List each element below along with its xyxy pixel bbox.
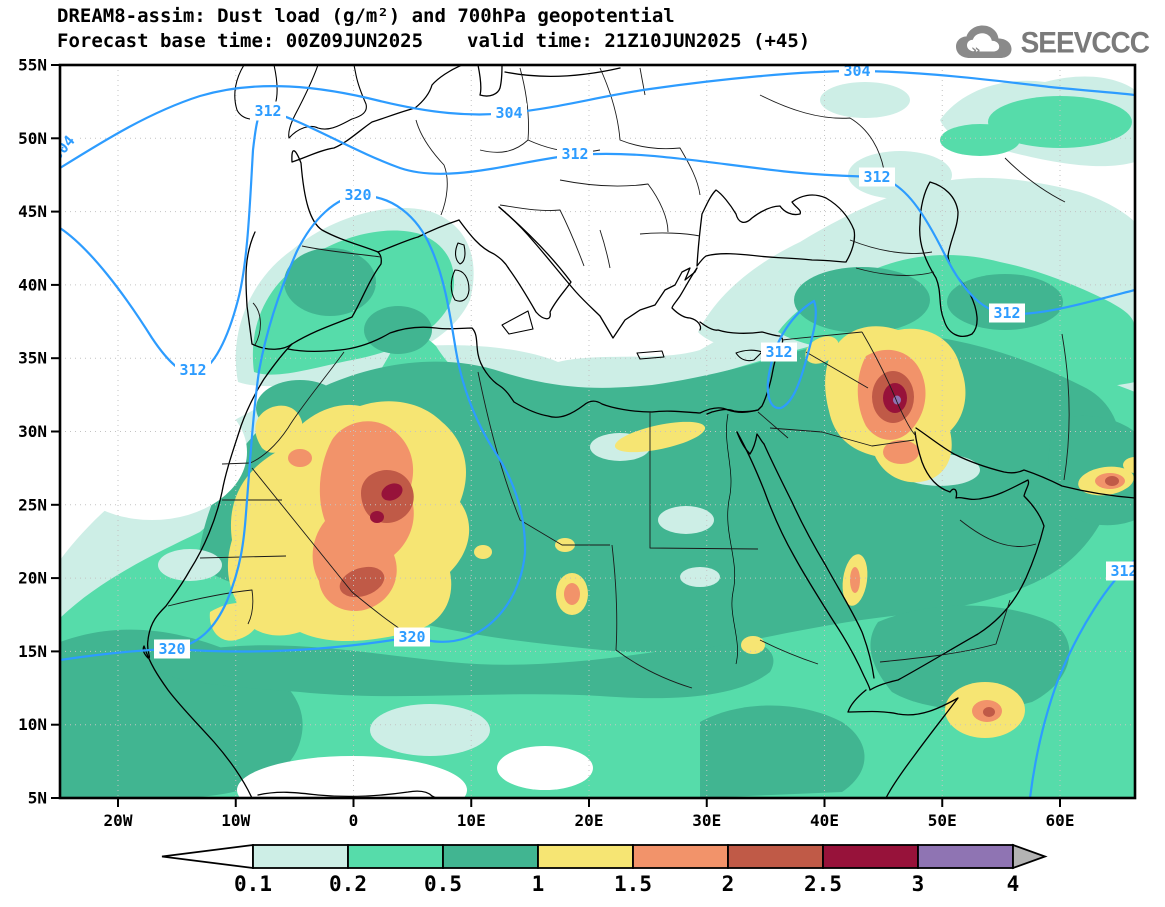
colorbar-right-arrow <box>1012 843 1048 870</box>
contour-label-text: 312 <box>254 102 281 120</box>
colorbar-tick-label: 0.1 <box>234 872 272 896</box>
lon-tick-label: 10W <box>221 811 250 830</box>
contour-label: 304 <box>60 128 82 168</box>
colorbar-segment <box>537 844 634 869</box>
title-block: DREAM8-assim: Dust load (g/m²) and 700hP… <box>57 4 810 54</box>
contour-label: 312 <box>557 144 593 164</box>
lat-tick-label: 40N <box>18 275 47 294</box>
contour-label-bg <box>60 128 82 168</box>
contour-label: 312 <box>989 303 1025 323</box>
colorbar-tick-label: 2 <box>722 872 735 896</box>
lat-tick-label: 5N <box>28 789 47 808</box>
contour-label: 312 <box>859 167 895 187</box>
colorbar-tick-label: 4 <box>1007 872 1020 896</box>
contour-label-text: 312 <box>561 145 588 163</box>
contour-label: 320 <box>154 639 190 659</box>
lat-tick-label: 55N <box>18 56 47 75</box>
contour-label-bg <box>761 342 797 362</box>
contour-label-bg <box>1106 561 1135 581</box>
dust-shading-15 <box>288 349 1125 722</box>
graticule <box>60 65 1135 798</box>
contour-label: 320 <box>340 185 376 205</box>
coastlines <box>142 65 1135 798</box>
contour-label-bg <box>175 360 211 380</box>
forecast-base-time: Forecast base time: 00Z09JUN2025 <box>57 30 424 52</box>
lon-tick-label: 10E <box>457 811 486 830</box>
colorbar-tick-label: 3 <box>912 872 925 896</box>
lat-tick-label: 15N <box>18 642 47 661</box>
contour-label-bg <box>491 103 527 123</box>
contour-label: 304 <box>491 103 527 123</box>
contour-label-text: 320 <box>398 628 425 646</box>
colorbar-left-arrow <box>161 843 254 870</box>
lat-tick-label: 25N <box>18 495 47 514</box>
contour-label-text: 312 <box>1110 562 1137 580</box>
colorbar-segment <box>347 844 444 869</box>
lon-tick-label: 20W <box>104 811 133 830</box>
contour-label: 312 <box>761 342 797 362</box>
colorbar: 0.1 0.2 0.5 1 1.5 2 2.5 3 4 <box>161 843 1048 896</box>
lon-tick-label: 50E <box>928 811 957 830</box>
contour-label: 312 <box>250 101 286 121</box>
contour-label-text: 304 <box>843 62 870 80</box>
map-title: DREAM8-assim: Dust load (g/m²) and 700hP… <box>57 5 675 27</box>
contour-label-bg <box>154 639 190 659</box>
contour-label: 312 <box>1106 561 1137 581</box>
contour-label-text: 320 <box>158 640 185 658</box>
lat-tick-label: 10N <box>18 715 47 734</box>
contour-label-bg <box>557 144 593 164</box>
colorbar-segment <box>727 844 824 869</box>
contour-label-bg <box>989 303 1025 323</box>
contour-label-bg <box>394 627 430 647</box>
country-borders <box>167 67 1070 689</box>
cloud-icon: » <box>955 25 1012 59</box>
lat-tick-label: 30N <box>18 422 47 441</box>
lon-tick-label: 30E <box>692 811 721 830</box>
colorbar-tick-label: 2.5 <box>804 872 842 896</box>
valid-time: valid time: 21Z10JUN2025 (+45) <box>467 30 811 52</box>
dust-shading-3 <box>893 395 901 405</box>
lon-tick-label: 20E <box>575 811 604 830</box>
contour-label: 304 <box>839 62 875 81</box>
contour-labels: 304 304 304 312 312 312 312 312 312 312 320 320 320 <box>60 62 1137 659</box>
seevccc-logo: » SEEVCCC <box>954 22 1150 64</box>
colorbar-segment <box>252 844 349 869</box>
contour-label: 320 <box>394 627 430 647</box>
axes: 55N 50N 45N 40N 35N 30N 25N 20N 15N 10N 5N 20W 10W 0 1… <box>18 56 1074 831</box>
contour-label-text: 312 <box>993 304 1020 322</box>
colorbar-tick-label: 0.2 <box>329 872 367 896</box>
colorbar-segment <box>632 844 729 869</box>
colorbar-tick-label: 1 <box>532 872 545 896</box>
contour-label-text: 312 <box>179 361 206 379</box>
svg-text:»: » <box>971 41 981 59</box>
lon-tick-label: 60E <box>1046 811 1075 830</box>
contour-label-bg <box>250 101 286 121</box>
contour-label-bg <box>859 167 895 187</box>
map-subtitle: Forecast base time: 00Z09JUN2025 valid ti… <box>57 29 810 54</box>
colorbar-segment <box>442 844 539 869</box>
colorbar-tick-label: 1.5 <box>614 872 652 896</box>
colorbar-segment <box>917 844 1014 869</box>
lat-tick-label: 50N <box>18 129 47 148</box>
contour-label-text: 304 <box>495 104 522 122</box>
contour-label-text: 320 <box>344 186 371 204</box>
lon-tick-label: 0 <box>349 811 359 830</box>
logo-text: SEEVCCC <box>1020 26 1150 59</box>
lon-tick-label: 40E <box>810 811 839 830</box>
lat-tick-label: 45N <box>18 202 47 221</box>
contour-label-text: 312 <box>863 168 890 186</box>
contour-label: 312 <box>175 360 211 380</box>
contour-label-bg <box>340 185 376 205</box>
lat-tick-label: 35N <box>18 349 47 368</box>
contour-label-text: 312 <box>765 343 792 361</box>
colorbar-tick-label: 0.5 <box>424 872 462 896</box>
colorbar-segment <box>822 844 919 869</box>
lat-tick-label: 20N <box>18 569 47 588</box>
contour-label-bg <box>839 65 875 81</box>
